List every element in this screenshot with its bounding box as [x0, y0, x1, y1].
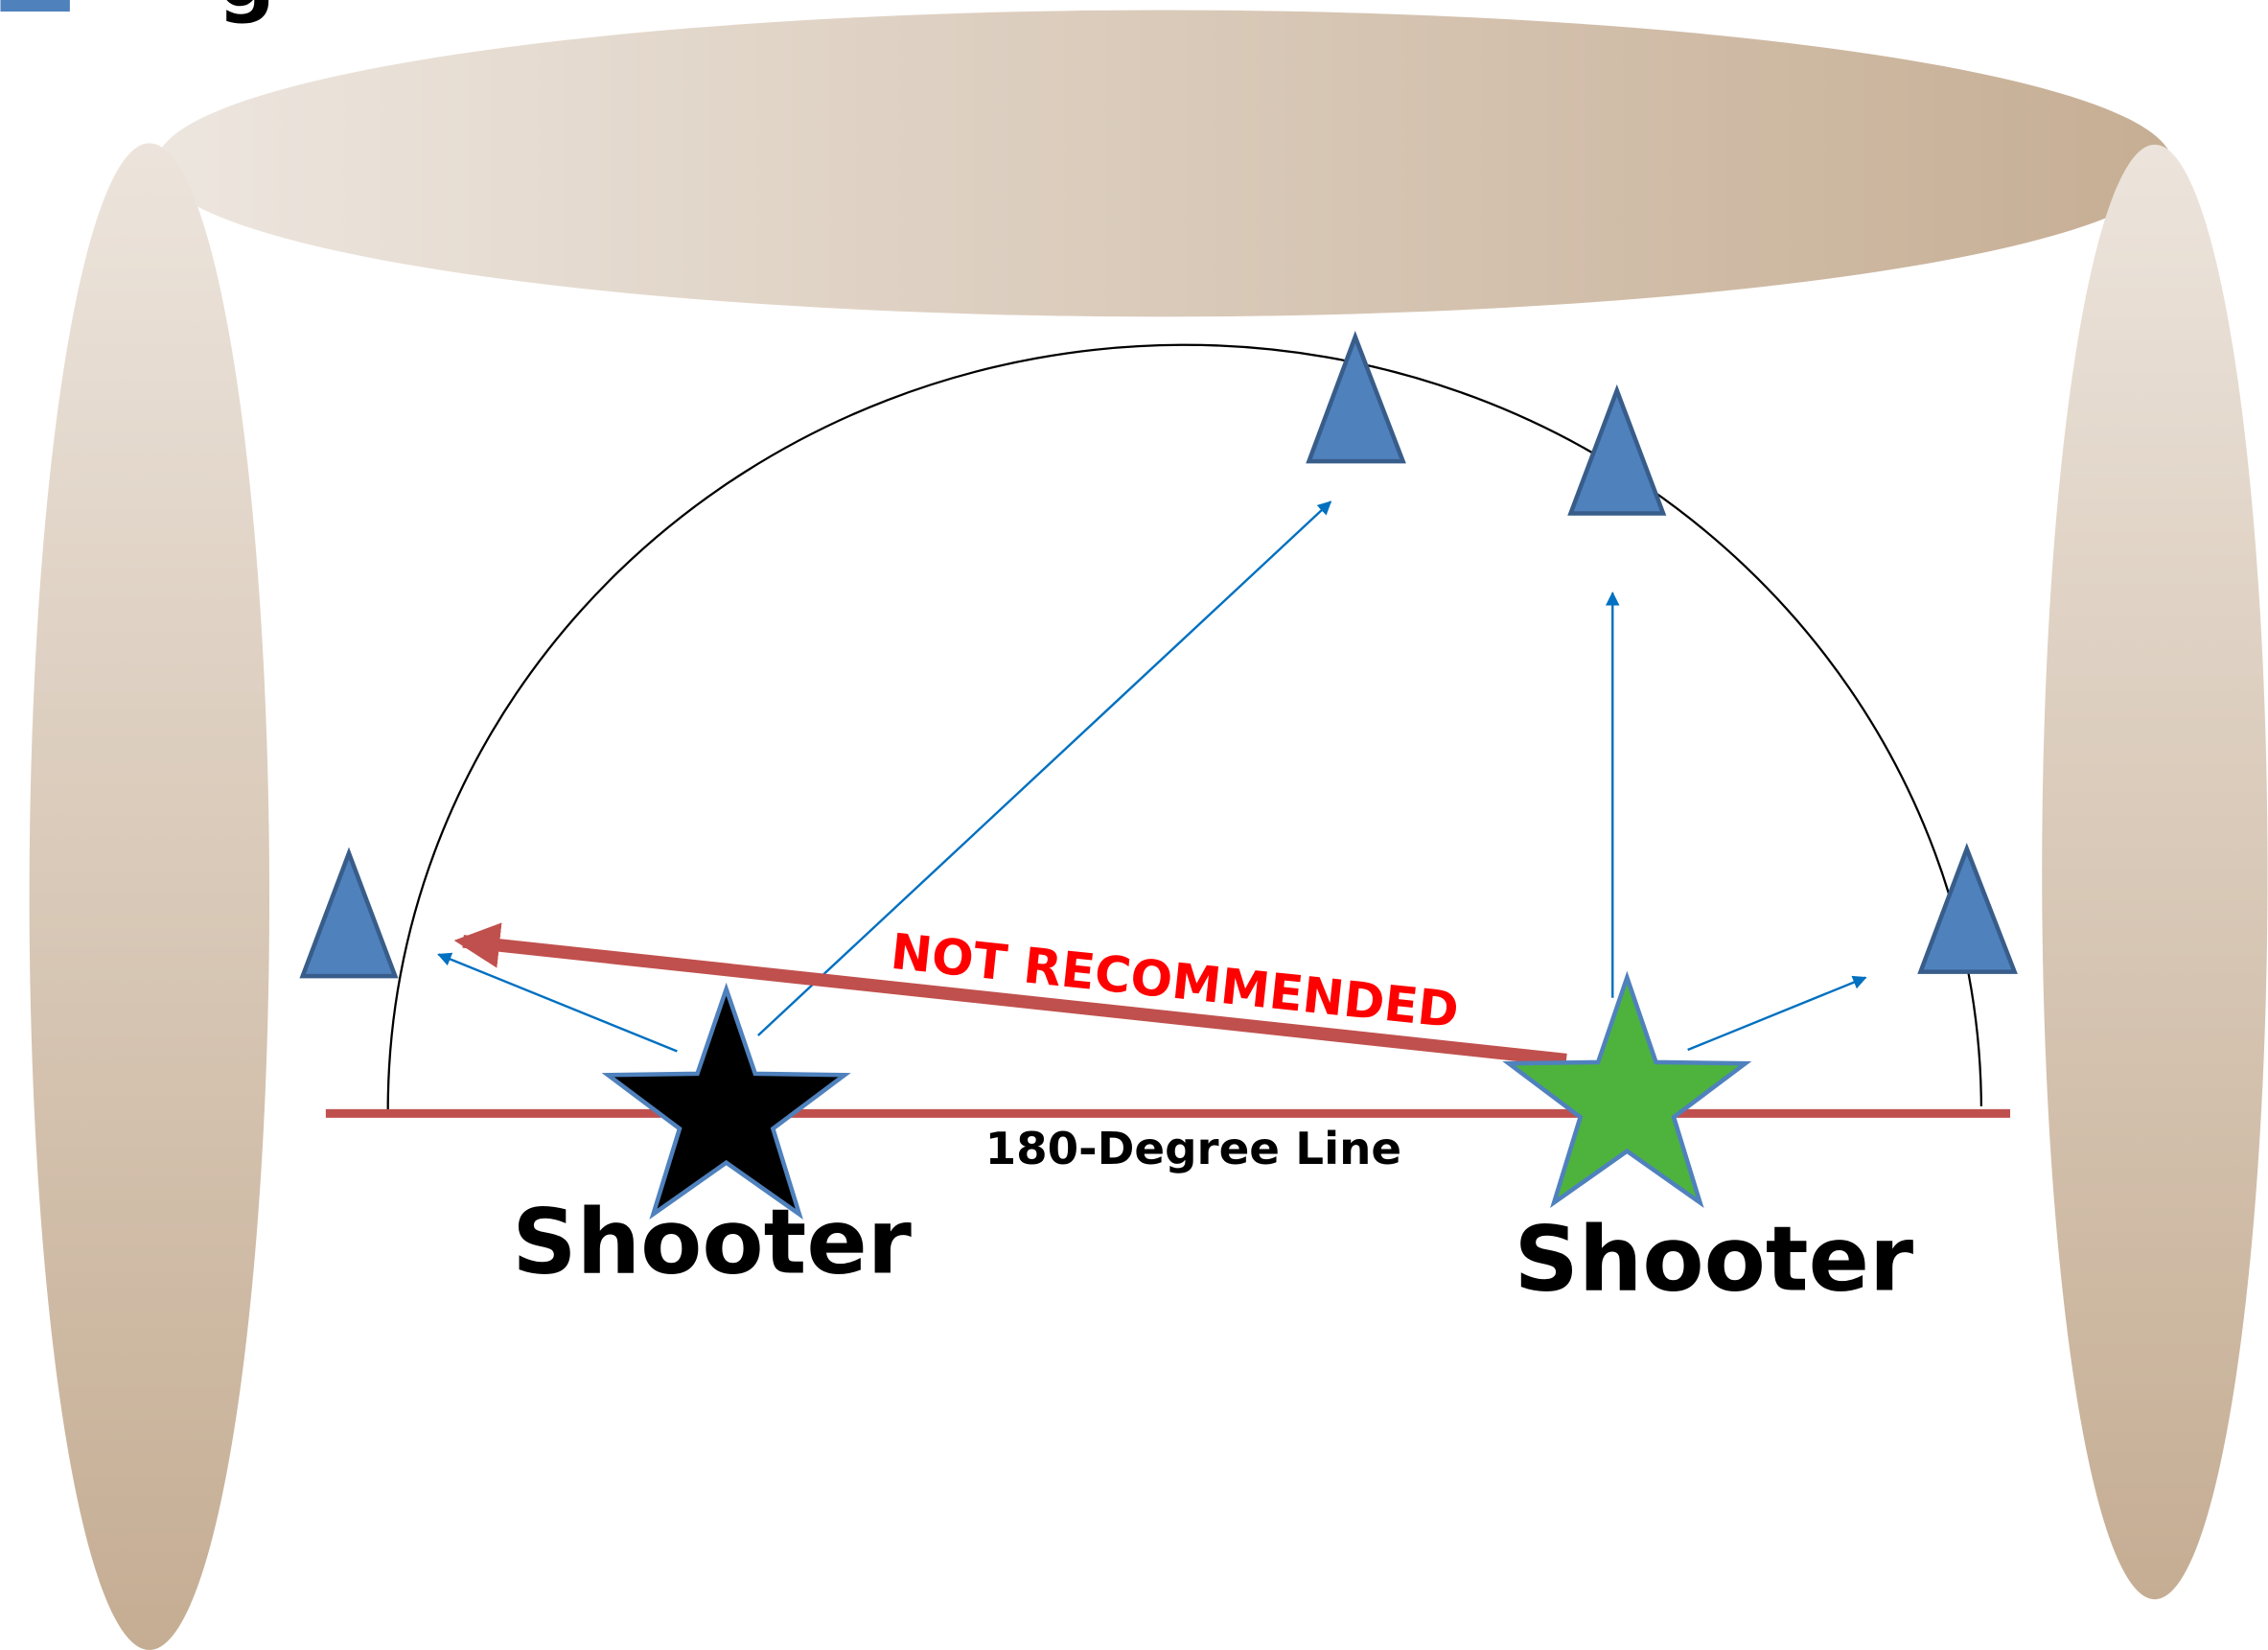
- right-berm: [2042, 145, 2267, 1599]
- shooter-star: [608, 989, 845, 1215]
- page-body: {"legend_fragment": "g", "annotation": "…: [0, 0, 2268, 1650]
- shooter-label: Shooter: [1515, 1207, 1914, 1312]
- left-berm: [30, 143, 269, 1650]
- shooter-label: Shooter: [512, 1190, 912, 1294]
- legend-swatch: [0, 0, 69, 12]
- target: [303, 853, 396, 976]
- page: 180-Degree Line html, body { margin: 0; …: [0, 0, 2268, 1650]
- legend-fragment: g: [218, 0, 275, 25]
- target: [1921, 848, 2015, 971]
- shot-arrow: [1688, 978, 1866, 1050]
- targets: [303, 337, 2015, 976]
- top-berm: [156, 11, 2172, 317]
- diagram: g NOT RECOMMENDED 180-Degree Line Shoote…: [0, 0, 2268, 1650]
- shooter-star: [1509, 978, 1746, 1203]
- target: [1571, 390, 1664, 513]
- line-label: 180-Degree Line: [985, 1124, 1402, 1175]
- shot-arrow: [438, 954, 677, 1051]
